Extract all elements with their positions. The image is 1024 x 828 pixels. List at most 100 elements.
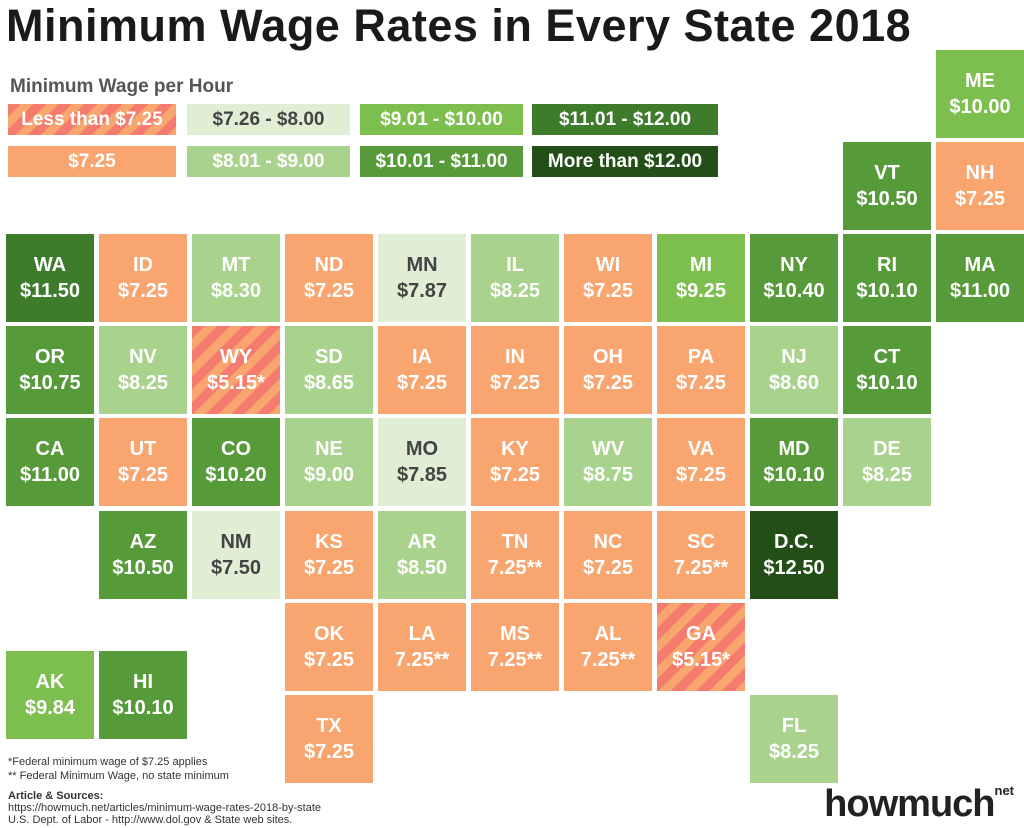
state-tile: WI $7.25 [564, 234, 652, 322]
state-wage: $7.25 [117, 280, 169, 302]
state-wage: $7.25 [396, 372, 448, 394]
state-tile: WV $8.75 [564, 418, 652, 506]
state-abbr: MT [221, 254, 251, 276]
logo-suffix: net [994, 783, 1015, 798]
legend-item: $7.25 [8, 146, 176, 177]
state-abbr: OK [314, 623, 344, 645]
state-wage: $10.50 [856, 188, 918, 210]
state-abbr: WA [33, 254, 67, 276]
state-abbr: KY [501, 438, 529, 460]
state-wage: $10.10 [856, 372, 918, 394]
state-abbr: PA [687, 346, 715, 368]
state-tile: AR $8.50 [378, 511, 466, 599]
state-abbr: AK [35, 671, 65, 693]
state-tile: CO $10.20 [192, 418, 280, 506]
state-wage: $7.25 [582, 372, 634, 394]
state-tile: AZ $10.50 [99, 511, 187, 599]
state-tile: OH $7.25 [564, 326, 652, 414]
footnote: ** Federal Minimum Wage, no state minimu… [8, 770, 229, 782]
state-abbr: OR [35, 346, 65, 368]
state-wage: $8.60 [768, 372, 820, 394]
state-wage: $11.50 [19, 280, 81, 302]
state-tile: NY $10.40 [750, 234, 838, 322]
state-tile: VT $10.50 [843, 142, 931, 230]
legend-item: $10.01 - $11.00 [360, 146, 523, 177]
state-abbr: SD [315, 346, 343, 368]
state-tile: ID $7.25 [99, 234, 187, 322]
state-abbr: KS [315, 531, 343, 553]
state-wage: $10.20 [205, 464, 267, 486]
state-wage: $7.25 [675, 372, 727, 394]
state-wage: $10.00 [949, 96, 1011, 118]
state-abbr: DE [873, 438, 901, 460]
state-abbr: MD [778, 438, 810, 460]
state-tile: WA $11.50 [6, 234, 94, 322]
state-abbr: TN [501, 531, 529, 553]
state-tile: IN $7.25 [471, 326, 559, 414]
state-wage: $7.25 [303, 741, 355, 763]
state-abbr: IA [412, 346, 432, 368]
state-tile: MA $11.00 [936, 234, 1024, 322]
state-abbr: NJ [781, 346, 807, 368]
state-tile: AL 7.25** [564, 603, 652, 691]
state-tile: CA $11.00 [6, 418, 94, 506]
state-tile: IA $7.25 [378, 326, 466, 414]
source-line: U.S. Dept. of Labor - http://www.dol.gov… [8, 814, 293, 826]
state-wage: $7.25 [582, 280, 634, 302]
state-abbr: NV [129, 346, 157, 368]
state-wage: $8.65 [303, 372, 355, 394]
state-abbr: MO [405, 438, 439, 460]
state-tile: FL $8.25 [750, 695, 838, 783]
state-wage: $8.25 [768, 741, 820, 763]
state-tile: NE $9.00 [285, 418, 373, 506]
state-tile: OR $10.75 [6, 326, 94, 414]
state-abbr: CT [873, 346, 901, 368]
state-tile: NJ $8.60 [750, 326, 838, 414]
state-tile: TX $7.25 [285, 695, 373, 783]
state-wage: $10.40 [763, 280, 825, 302]
state-wage: $9.00 [303, 464, 355, 486]
state-abbr: ND [314, 254, 344, 276]
state-tile: MO $7.85 [378, 418, 466, 506]
legend-item: $9.01 - $10.00 [360, 104, 523, 135]
state-wage: $7.25 [303, 649, 355, 671]
state-wage: $7.87 [396, 280, 448, 302]
state-wage: $7.25 [489, 464, 541, 486]
state-abbr: WI [595, 254, 621, 276]
state-tile: CT $10.10 [843, 326, 931, 414]
state-tile: MN $7.87 [378, 234, 466, 322]
state-tile: IL $8.25 [471, 234, 559, 322]
title: Minimum Wage Rates in Every State 2018 [6, 0, 912, 51]
state-abbr: OH [593, 346, 623, 368]
state-wage: $12.50 [763, 557, 825, 579]
state-abbr: GA [686, 623, 716, 645]
state-abbr: MI [689, 254, 713, 276]
state-tile: NV $8.25 [99, 326, 187, 414]
state-abbr: TX [316, 715, 342, 737]
state-abbr: D.C. [774, 531, 814, 553]
state-wage: $5.15* [207, 372, 265, 394]
state-abbr: WY [219, 346, 253, 368]
state-tile: RI $10.10 [843, 234, 931, 322]
state-wage: $8.25 [489, 280, 541, 302]
state-wage: 7.25** [394, 649, 450, 671]
state-tile: MT $8.30 [192, 234, 280, 322]
legend-item: Less than $7.25 [8, 104, 176, 135]
state-abbr: MS [500, 623, 530, 645]
state-tile: KY $7.25 [471, 418, 559, 506]
state-wage: $7.25 [675, 464, 727, 486]
state-tile: GA $5.15* [657, 603, 745, 691]
state-wage: $10.75 [19, 372, 81, 394]
state-wage: $8.30 [210, 280, 262, 302]
state-wage: $9.25 [675, 280, 727, 302]
state-tile: WY $5.15* [192, 326, 280, 414]
state-wage: $9.84 [24, 697, 76, 719]
legend-item: More than $12.00 [532, 146, 718, 177]
state-tile: NC $7.25 [564, 511, 652, 599]
state-abbr: AZ [129, 531, 157, 553]
state-tile: ME $10.00 [936, 50, 1024, 138]
state-wage: 7.25** [487, 649, 543, 671]
state-abbr: VT [874, 162, 900, 184]
state-wage: $10.10 [856, 280, 918, 302]
